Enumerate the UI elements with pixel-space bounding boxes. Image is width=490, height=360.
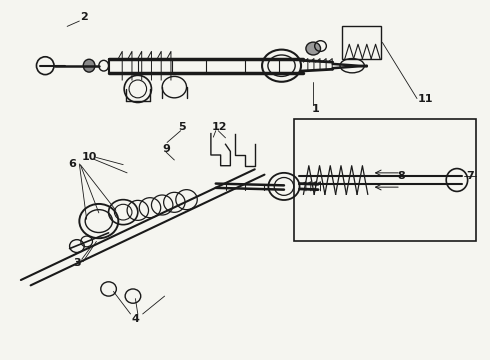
Bar (343, 26, 381, 59)
Text: 3: 3 (73, 258, 81, 268)
Bar (294, 119, 476, 241)
Text: 2: 2 (80, 13, 88, 22)
Text: 11: 11 (417, 94, 433, 104)
Text: 1: 1 (312, 104, 319, 113)
Text: 9: 9 (162, 144, 170, 154)
Text: 5: 5 (178, 122, 186, 132)
Ellipse shape (306, 42, 320, 55)
Text: 8: 8 (397, 171, 405, 181)
Ellipse shape (83, 59, 95, 72)
Text: 7: 7 (466, 171, 474, 181)
Text: 10: 10 (81, 152, 97, 162)
Text: 6: 6 (68, 159, 76, 169)
Text: 4: 4 (131, 314, 139, 324)
Text: 12: 12 (211, 122, 227, 132)
